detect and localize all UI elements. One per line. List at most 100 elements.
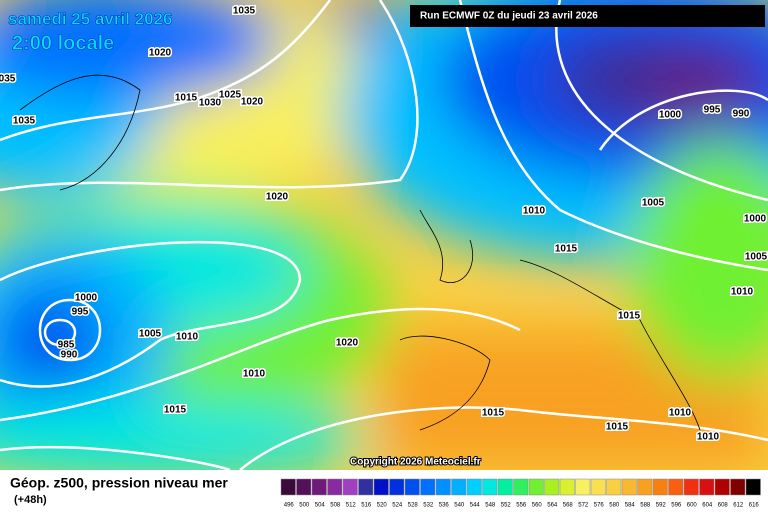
scale-swatch bbox=[358, 478, 374, 496]
isobar-label: 1005 bbox=[745, 252, 768, 263]
scale-label: 572 bbox=[578, 503, 589, 509]
isobar-label: 035 bbox=[0, 74, 16, 85]
scale-swatch bbox=[621, 478, 637, 496]
scale-swatch bbox=[745, 478, 761, 496]
isobar-label: 1015 bbox=[482, 408, 505, 419]
scale-label: 516 bbox=[361, 503, 372, 509]
scale-label: 544 bbox=[470, 503, 481, 509]
legend-title: Géop. z500, pression niveau mer bbox=[10, 475, 228, 491]
isobar-label: 1020 bbox=[149, 48, 172, 59]
scale-swatch bbox=[559, 478, 575, 496]
scale-label: 576 bbox=[594, 503, 605, 509]
scale-label: 612 bbox=[733, 503, 744, 509]
scale-label: 584 bbox=[625, 503, 636, 509]
scale-swatch bbox=[296, 478, 312, 496]
isobar-label: 1015 bbox=[618, 311, 641, 322]
scale-label: 512 bbox=[346, 503, 357, 509]
scale-label: 616 bbox=[749, 503, 760, 509]
isobar-label: 1020 bbox=[266, 192, 289, 203]
isobar-label: 1010 bbox=[243, 369, 266, 380]
scale-swatch bbox=[683, 478, 699, 496]
isobar-label: 1010 bbox=[176, 332, 199, 343]
scale-label: 580 bbox=[609, 503, 620, 509]
scale-swatch bbox=[466, 478, 482, 496]
scale-label: 500 bbox=[299, 503, 310, 509]
scale-label: 536 bbox=[439, 503, 450, 509]
scale-label: 552 bbox=[501, 503, 512, 509]
isobar-label: 1010 bbox=[669, 408, 692, 419]
scale-label: 556 bbox=[516, 503, 527, 509]
isobar-label: 985 bbox=[58, 340, 75, 351]
scale-swatch bbox=[420, 478, 436, 496]
scale-label: 560 bbox=[532, 503, 543, 509]
isobar-label: 990 bbox=[733, 109, 750, 120]
scale-label: 504 bbox=[315, 503, 326, 509]
isobar-label: 1005 bbox=[642, 198, 665, 209]
isobar-label: 1010 bbox=[697, 432, 720, 443]
time: 2:00 locale bbox=[12, 32, 114, 54]
scale-swatch bbox=[435, 478, 451, 496]
scale-swatch bbox=[482, 478, 498, 496]
isobar-label: 1035 bbox=[13, 116, 36, 127]
scale-swatch bbox=[327, 478, 343, 496]
scale-swatch bbox=[373, 478, 389, 496]
scale-swatch bbox=[714, 478, 730, 496]
scale-label: 592 bbox=[656, 503, 667, 509]
scale-swatch bbox=[606, 478, 622, 496]
isobar-label: 1000 bbox=[659, 110, 682, 121]
isobar-label: 995 bbox=[72, 307, 89, 318]
isobar-label: 1030 bbox=[199, 98, 222, 109]
scale-label: 600 bbox=[687, 503, 698, 509]
isobars bbox=[0, 0, 768, 422]
copyright: Copyright 2026 Meteociel.fr bbox=[350, 457, 481, 468]
scale-label: 588 bbox=[640, 503, 651, 509]
isobar-label: 1035 bbox=[233, 6, 256, 17]
isobar-label: 1015 bbox=[555, 244, 578, 255]
scale-swatch bbox=[637, 478, 653, 496]
scale-swatch bbox=[590, 478, 606, 496]
scale-swatch bbox=[497, 478, 513, 496]
scale-label: 564 bbox=[547, 503, 558, 509]
isobar-label: 1015 bbox=[164, 405, 187, 416]
isobar-label: 1025 bbox=[219, 90, 242, 101]
scale-swatch bbox=[730, 478, 746, 496]
scale-swatch bbox=[311, 478, 327, 496]
scale-swatch bbox=[528, 478, 544, 496]
scale-swatch bbox=[389, 478, 405, 496]
scale-swatch bbox=[451, 478, 467, 496]
isobar-label: 1015 bbox=[606, 422, 629, 433]
scale-label: 520 bbox=[377, 503, 388, 509]
scale-label: 608 bbox=[718, 503, 729, 509]
isobar-label: 1010 bbox=[523, 206, 546, 217]
scale-label: 528 bbox=[408, 503, 419, 509]
scale-label: 604 bbox=[702, 503, 713, 509]
scale-label: 548 bbox=[485, 503, 496, 509]
isobar-label: 1020 bbox=[241, 97, 264, 108]
scale-swatch bbox=[513, 478, 529, 496]
scale-label: 596 bbox=[671, 503, 682, 509]
scale-swatch bbox=[280, 478, 296, 496]
scale-label: 540 bbox=[454, 503, 465, 509]
scale-label: 524 bbox=[392, 503, 403, 509]
scale-swatch bbox=[652, 478, 668, 496]
scale-swatch bbox=[342, 478, 358, 496]
isobar-label: 1010 bbox=[731, 287, 754, 298]
isobar-label: 995 bbox=[704, 105, 721, 116]
isobar-label: 1015 bbox=[175, 93, 198, 104]
date: samedi 25 avril 2026 bbox=[8, 9, 172, 28]
isobar-label: 1020 bbox=[336, 338, 359, 349]
run-box bbox=[410, 5, 765, 27]
scale-swatch bbox=[575, 478, 591, 496]
scale-label: 568 bbox=[563, 503, 574, 509]
map-field bbox=[0, 0, 768, 480]
scale-label: 508 bbox=[330, 503, 341, 509]
isobar-label: 1000 bbox=[75, 293, 98, 304]
legend-subtitle: (+48h) bbox=[14, 494, 47, 506]
scale-label: 496 bbox=[284, 503, 295, 509]
scale-swatch bbox=[404, 478, 420, 496]
scale-label: 532 bbox=[423, 503, 434, 509]
coastlines bbox=[19, 74, 701, 431]
run-text: Run ECMWF 0Z du jeudi 23 avril 2026 bbox=[420, 11, 598, 22]
scale-swatch bbox=[544, 478, 560, 496]
